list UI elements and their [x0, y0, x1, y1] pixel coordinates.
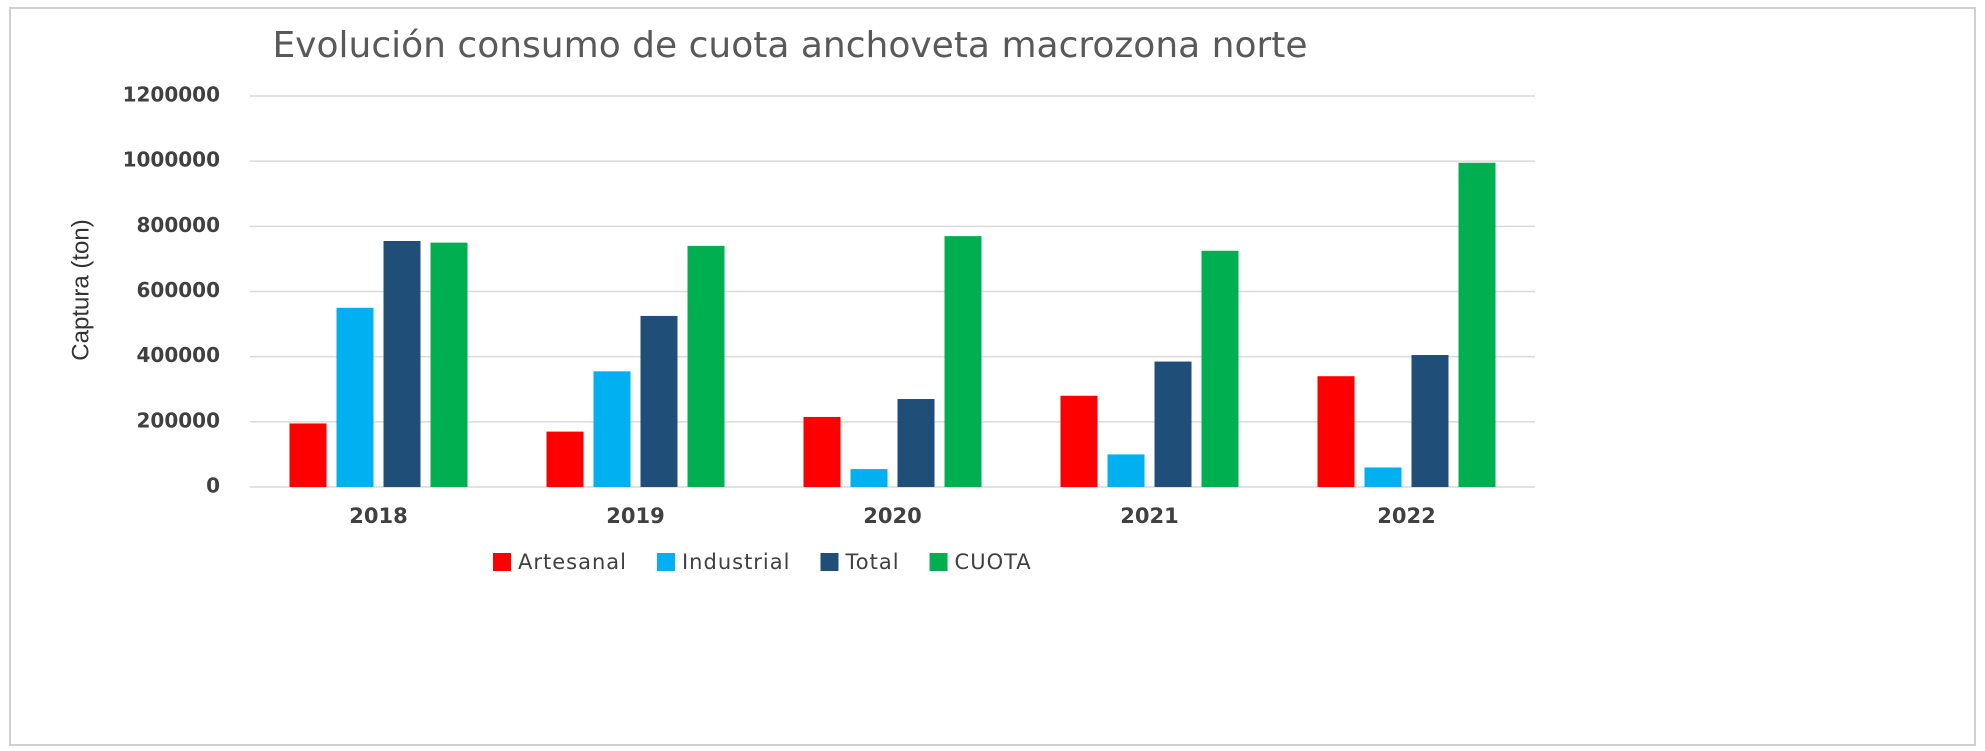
- legend-label: CUOTA: [955, 550, 1032, 574]
- bar: [944, 236, 982, 487]
- x-tick-label: 2021: [1120, 504, 1178, 528]
- bar: [1458, 162, 1496, 487]
- y-axis-label: Captura (ton): [67, 219, 94, 360]
- legend-label: Industrial: [682, 550, 791, 574]
- bar: [850, 469, 888, 487]
- legend-swatch: [929, 553, 948, 571]
- bar: [640, 315, 678, 487]
- bar: [1317, 376, 1355, 487]
- bar: [1201, 250, 1239, 487]
- legend-swatch: [820, 553, 839, 571]
- bar: [289, 423, 327, 487]
- bar: [897, 399, 935, 487]
- legend-swatch: [493, 553, 511, 571]
- bar: [1364, 467, 1402, 487]
- bar: [1411, 355, 1449, 487]
- bar: [687, 245, 725, 487]
- y-tick-label: 0: [206, 474, 220, 498]
- bar: [593, 371, 631, 487]
- bar: [1107, 454, 1145, 487]
- y-tick-label: 800000: [137, 213, 221, 237]
- legend-label: Total: [844, 550, 899, 574]
- bar: [430, 242, 468, 487]
- x-tick-label: 2020: [863, 504, 921, 528]
- legend-label: Artesanal: [518, 550, 627, 574]
- y-tick-label: 1000000: [123, 148, 220, 172]
- bar: [336, 307, 374, 487]
- x-tick-label: 2019: [606, 504, 664, 528]
- y-tick-label: 400000: [137, 343, 221, 367]
- bar: [546, 431, 584, 487]
- bar: [1060, 395, 1098, 487]
- legend-swatch: [656, 553, 675, 571]
- y-tick-label: 200000: [137, 408, 221, 432]
- y-tick-label: 600000: [137, 278, 221, 302]
- chart-frame: [9, 7, 1976, 746]
- bar: [1154, 361, 1192, 487]
- bar: [383, 240, 421, 487]
- x-tick-label: 2022: [1377, 504, 1435, 528]
- bar: [803, 416, 841, 487]
- chart-title: Evolución consumo de cuota anchoveta mac…: [272, 25, 1307, 66]
- x-tick-label: 2018: [349, 504, 407, 528]
- y-tick-label: 1200000: [123, 83, 220, 107]
